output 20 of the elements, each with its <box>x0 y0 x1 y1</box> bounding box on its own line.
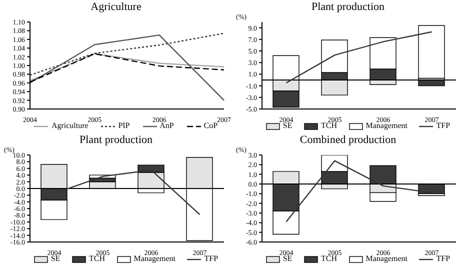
legend-label: SE <box>50 254 60 264</box>
legend-label: TFP <box>436 121 450 131</box>
chart-title: Plant production <box>310 0 386 14</box>
legend-label: TCH <box>88 254 105 264</box>
legend-label: TCH <box>320 121 337 131</box>
legend-label: SE <box>282 121 292 131</box>
legend-label: CoP <box>204 121 218 131</box>
legend-label: Management <box>366 254 408 264</box>
legend-label: Management <box>366 121 408 131</box>
legend-label: TFP <box>204 254 218 264</box>
legend-label: SE <box>282 254 292 264</box>
legend-label: TCH <box>320 254 337 264</box>
chart-title: Combined production <box>298 133 398 147</box>
legend-label: Agriculture <box>51 121 88 131</box>
chart-title: Agriculture <box>90 0 142 14</box>
legend-label: PIP <box>118 121 130 131</box>
legend-label: TFP <box>436 254 450 264</box>
chart-title: Plant production <box>78 133 154 147</box>
legend-label: AnP <box>160 121 174 131</box>
legend-label: Management <box>134 254 176 264</box>
